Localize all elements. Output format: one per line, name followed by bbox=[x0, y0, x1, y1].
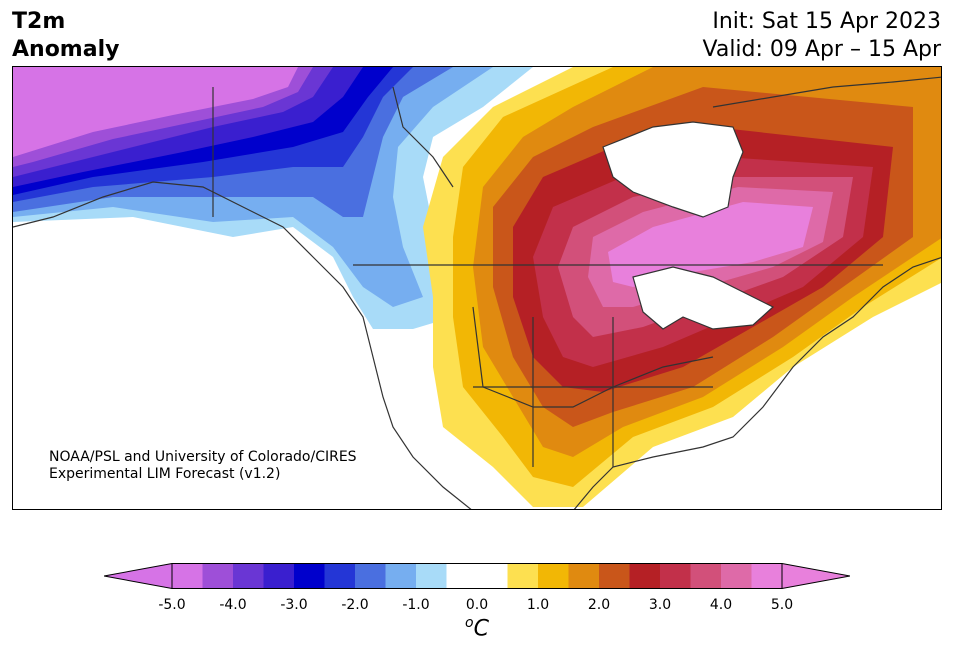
colorbar-unit: oC bbox=[465, 615, 489, 641]
colorbar-over-arrow bbox=[781, 563, 850, 589]
unit-superscript: o bbox=[465, 615, 474, 631]
map-canvas bbox=[13, 67, 941, 509]
colorbar-cell bbox=[355, 563, 386, 589]
colorbar-tick-label: -3.0 bbox=[280, 597, 308, 613]
colorbar-cell bbox=[324, 563, 356, 589]
credit-line-1: NOAA/PSL and University of Colorado/CIRE… bbox=[49, 449, 357, 465]
title-line-1: T2m bbox=[12, 9, 66, 34]
colorbar-cell bbox=[385, 563, 417, 589]
colorbar-cell bbox=[172, 563, 203, 589]
anomaly-map bbox=[12, 66, 942, 510]
hudson-bay bbox=[602, 121, 744, 218]
great-lakes bbox=[632, 266, 775, 330]
colorbar-tick-label: 5.0 bbox=[770, 597, 794, 613]
colorbar-tick-label: -2.0 bbox=[341, 597, 369, 613]
init-date: Init: Sat 15 Apr 2023 bbox=[712, 9, 941, 34]
colorbar-cell bbox=[294, 563, 325, 589]
colorbar-cell bbox=[477, 563, 508, 589]
colorbar-tick-label: 1.0 bbox=[526, 597, 550, 613]
boundaries bbox=[13, 76, 941, 509]
valid-range: Valid: 09 Apr – 15 Apr bbox=[702, 37, 942, 62]
forecast-dates: Init: Sat 15 Apr 2023 Valid: 09 Apr – 15… bbox=[703, 8, 942, 64]
cold-anomaly-core bbox=[13, 67, 298, 157]
unit-base: C bbox=[473, 616, 489, 642]
colorbar-cell bbox=[721, 563, 752, 589]
colorbar-cell bbox=[538, 563, 569, 589]
colorbar-cell bbox=[416, 563, 447, 589]
colorbar-cell bbox=[751, 563, 783, 589]
map-credit: NOAA/PSL and University of Colorado/CIRE… bbox=[49, 449, 357, 483]
colorbar-tick-label: 3.0 bbox=[648, 597, 672, 613]
colorbar-cell bbox=[507, 563, 539, 589]
colorbar-tick-labels: -5.0 -4.0 -3.0 -2.0 -1.0 0.0 1.0 2.0 3.0 4.0 5.0 bbox=[0, 597, 953, 617]
colorbar-cell bbox=[263, 563, 295, 589]
colorbar-cell bbox=[202, 563, 234, 589]
colorbar-tick-label: -1.0 bbox=[402, 597, 430, 613]
colorbar-under-arrow bbox=[104, 563, 173, 589]
colorbar-outline bbox=[171, 563, 783, 589]
colorbar-cell bbox=[233, 563, 264, 589]
colorbar-cell bbox=[629, 563, 661, 589]
map-title: T2m Anomaly bbox=[12, 8, 119, 64]
colorbar-cell bbox=[599, 563, 630, 589]
colorbar-cell bbox=[690, 563, 722, 589]
credit-line-2: Experimental LIM Forecast (v1.2) bbox=[49, 466, 281, 482]
colorbar bbox=[104, 563, 850, 589]
colorbar-cell bbox=[660, 563, 691, 589]
title-line-2: Anomaly bbox=[12, 37, 120, 62]
colorbar-tick-label: -4.0 bbox=[219, 597, 247, 613]
colorbar-cell bbox=[568, 563, 600, 589]
warm-anomaly-core bbox=[608, 202, 813, 287]
colorbar-tick-label: 0.0 bbox=[465, 597, 489, 613]
colorbar-cell bbox=[446, 563, 478, 589]
colorbar-cells bbox=[172, 563, 783, 589]
colorbar-tick-label: -5.0 bbox=[158, 597, 186, 613]
colorbar-tick-label: 4.0 bbox=[709, 597, 733, 613]
colorbar-tick-label: 2.0 bbox=[587, 597, 611, 613]
